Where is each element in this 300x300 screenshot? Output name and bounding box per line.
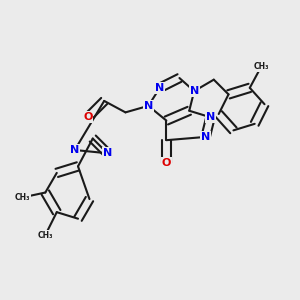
Text: CH₃: CH₃ <box>15 193 30 202</box>
Text: O: O <box>83 112 92 122</box>
Text: N: N <box>201 132 210 142</box>
Text: N: N <box>144 101 153 111</box>
Text: N: N <box>70 145 80 155</box>
Text: N: N <box>206 112 215 122</box>
Text: N: N <box>103 148 112 158</box>
Text: CH₃: CH₃ <box>38 231 53 240</box>
Text: CH₃: CH₃ <box>254 62 269 71</box>
Text: O: O <box>162 158 171 168</box>
Text: N: N <box>190 86 199 96</box>
Text: N: N <box>155 83 164 93</box>
